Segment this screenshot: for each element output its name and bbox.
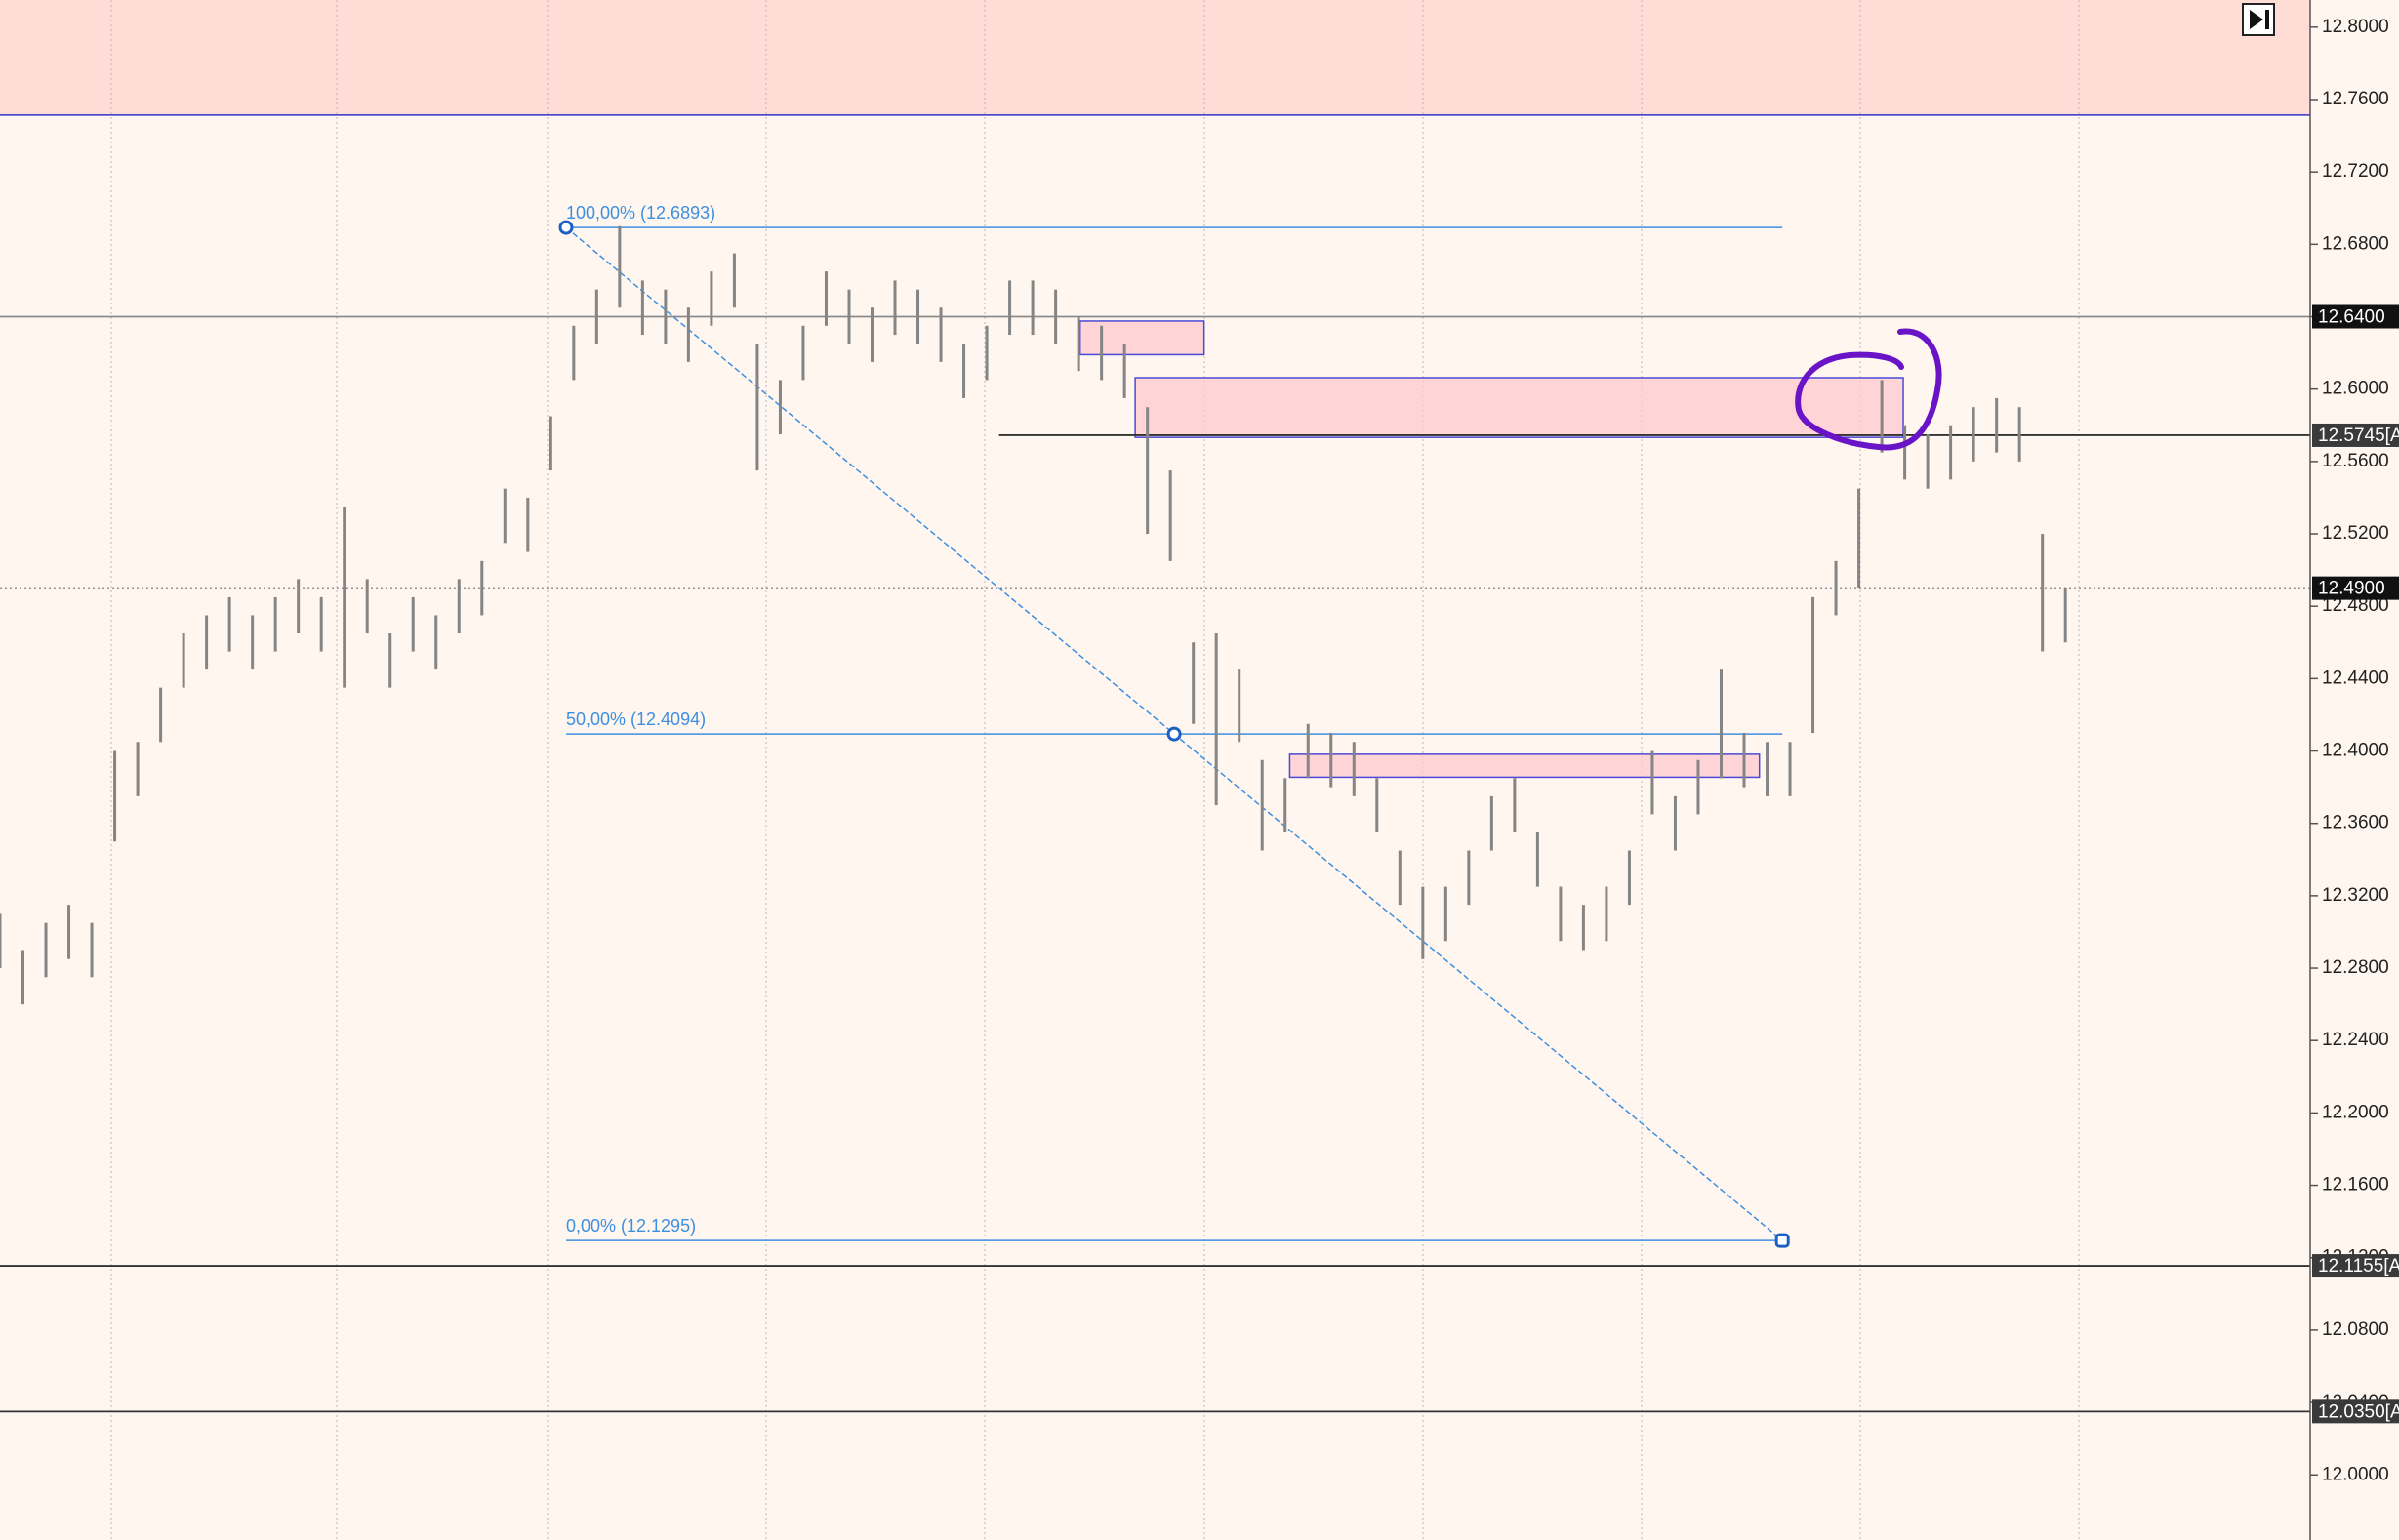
hand-drawn-circle xyxy=(1795,328,1942,451)
price-marker-label: 12.6400 xyxy=(2318,307,2385,328)
fib-anchor xyxy=(1166,726,1182,742)
y-tick-label: 12.2400 xyxy=(2322,1030,2389,1050)
y-tick-label: 12.5200 xyxy=(2322,523,2389,544)
button-icon xyxy=(2250,10,2269,29)
upper-band xyxy=(0,0,2310,115)
price-marker xyxy=(2312,576,2399,600)
y-tick-label: 12.4000 xyxy=(2322,741,2389,761)
y-tick-label: 12.8000 xyxy=(2322,17,2389,37)
go-to-end-button[interactable] xyxy=(2242,3,2275,36)
fib-anchor xyxy=(558,220,574,235)
price-marker xyxy=(2312,423,2399,447)
y-tick-label: 12.3200 xyxy=(2322,885,2389,906)
fib-label: 50,00% (12.4094) xyxy=(566,709,706,729)
y-tick-label: 12.0800 xyxy=(2322,1319,2389,1340)
fib-anchor xyxy=(1774,1233,1790,1248)
y-tick-label: 12.2000 xyxy=(2322,1102,2389,1122)
y-tick-label: 12.3600 xyxy=(2322,813,2389,833)
price-marker-label: 12.0350[A xyxy=(2318,1401,2399,1422)
y-tick-label: 12.7600 xyxy=(2322,89,2389,109)
price-marker-label: 12.5745[A xyxy=(2318,426,2399,446)
zone xyxy=(1288,753,1761,779)
price-marker xyxy=(2312,1254,2399,1278)
y-tick-label: 12.2800 xyxy=(2322,957,2389,978)
y-tick-label: 12.5600 xyxy=(2322,451,2389,471)
price-marker xyxy=(2312,304,2399,329)
zone xyxy=(1134,377,1904,438)
fib-label: 100,00% (12.6893) xyxy=(566,203,715,223)
y-tick-label: 12.0000 xyxy=(2322,1464,2389,1484)
y-tick-label: 12.1600 xyxy=(2322,1175,2389,1196)
price-marker-label: 12.1155[A xyxy=(2318,1256,2399,1277)
fib-label: 0,00% (12.1295) xyxy=(566,1216,696,1236)
y-tick-label: 12.6000 xyxy=(2322,379,2389,399)
y-tick-label: 12.4400 xyxy=(2322,668,2389,688)
price-marker xyxy=(2312,1399,2399,1424)
zone xyxy=(1078,320,1205,356)
y-tick-label: 12.7200 xyxy=(2322,161,2389,182)
price-marker-label: 12.4900 xyxy=(2318,579,2385,599)
y-tick-label: 12.4800 xyxy=(2322,595,2389,616)
y-tick-label: 12.6800 xyxy=(2322,233,2389,254)
